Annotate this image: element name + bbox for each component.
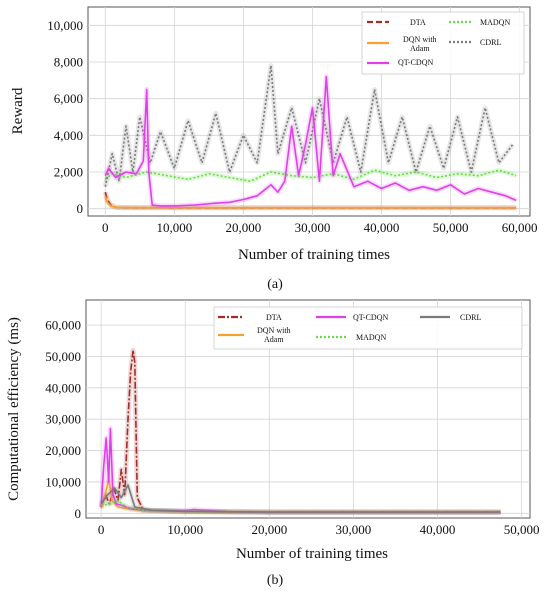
panel-b-y-tick-label: 50,000 [45,349,81,364]
panel-a-series-line-cdrl [104,64,514,187]
panel-b-x-tick-label: 40,000 [420,522,456,537]
panel-b-x-tick-label: 0 [98,522,105,537]
panel-a-y-tick-label: 6,000 [54,91,83,106]
panel-b-y-tick-label: 10,000 [45,474,81,489]
panel-b-x-tick-label: 10,000 [167,522,203,537]
panel-a-x-ticks: 0 10,000 20,000 30,000 40,000 50,000 60,000 [102,220,538,235]
legend-b-dta-label: DTA [266,313,282,322]
panel-a-y-tick-label: 0 [77,201,84,216]
panel-a: 0 10,000 20,000 30,000 40,000 50,000 60,000 0 2… [10,6,538,292]
panel-b-legend-box [213,306,523,350]
panel-a-x-tick-label: 30,000 [295,220,331,235]
panel-b-y-tick-label: 40,000 [45,380,81,395]
panel-b-series [98,347,501,515]
panel-a-y-tick-label: 2,000 [54,165,83,180]
panel-b-y-axis-label: Computational efficiency (ms) [6,317,22,501]
panel-a-x-tick-label: 0 [102,220,109,235]
panel-b-x-tick-label: 50,000 [504,522,540,537]
legend-a-madqn-label: MADQN [480,18,510,27]
panel-b-grid [86,300,530,518]
panel-b-y-tick-label: 20,000 [45,443,81,458]
panel-a-x-tick-label: 50,000 [433,220,469,235]
panel-a-grid [88,7,530,216]
panel-a-y-tick-label: 8,000 [54,55,83,70]
panel-a-x-tick-label: 20,000 [226,220,262,235]
legend-b-cdrl-label: CDRL [460,313,481,322]
panel-b-x-ticks: 0 10,000 20,000 30,000 40,000 50,000 [98,522,540,537]
panel-b-series-line-cdrl [100,484,501,513]
panel-a-series-line-dqn-with-adam [104,195,517,209]
panel-a-y-tick-label: 4,000 [54,128,83,143]
panel-b-y-tick-label: 30,000 [45,412,81,427]
legend-b-dqn-label: DQN with Adam [257,326,291,344]
panel-b-caption: (b) [267,573,284,588]
panel-a-y-ticks: 0 2,000 4,000 6,000 8,000 10,000 [47,18,83,216]
panel-a-legend: DTA DQN with Adam QT-CDQN MADQN CDRL [361,11,525,75]
panel-b-x-tick-label: 20,000 [251,522,287,537]
panel-a-series [102,63,518,211]
legend-a-dta-label: DTA [410,18,426,27]
panel-a-series-line-madqn [104,169,517,182]
panel-a-x-tick-label: 60,000 [502,220,538,235]
legend-a-qtcdqn-label: QT-CDQN [398,58,433,67]
panel-b-y-tick-label: 0 [75,506,82,521]
panel-b-y-ticks: 0 10,000 20,000 30,000 40,000 50,000 60,000 [45,318,81,521]
legend-a-cdrl-label: CDRL [480,38,501,47]
legend-b-madqn-label: MADQN [356,333,386,342]
panel-a-x-axis-label: Number of training times [238,247,390,263]
panel-a-x-tick-label: 10,000 [156,220,192,235]
panel-b-legend: DTA DQN with Adam QT-CDQN MADQN CDRL [213,306,523,350]
panel-a-caption: (a) [267,277,283,292]
panel-b-x-axis-label: Number of training times [236,546,388,562]
panel-a-x-tick-label: 40,000 [364,220,400,235]
panel-b: 0 10,000 20,000 30,000 40,000 50,000 0 10,000 2… [6,299,540,588]
panel-b-y-tick-label: 60,000 [45,318,81,333]
panel-a-y-axis-label: Reward [10,87,26,134]
legend-b-qtcdqn-label: QT-CDQN [353,313,388,322]
panel-a-series-line-qt-cdqn [104,75,517,207]
panel-b-x-tick-label: 30,000 [336,522,372,537]
panel-a-y-tick-label: 10,000 [47,18,83,33]
legend-a-dqn-label: DQN with Adam [403,35,437,53]
